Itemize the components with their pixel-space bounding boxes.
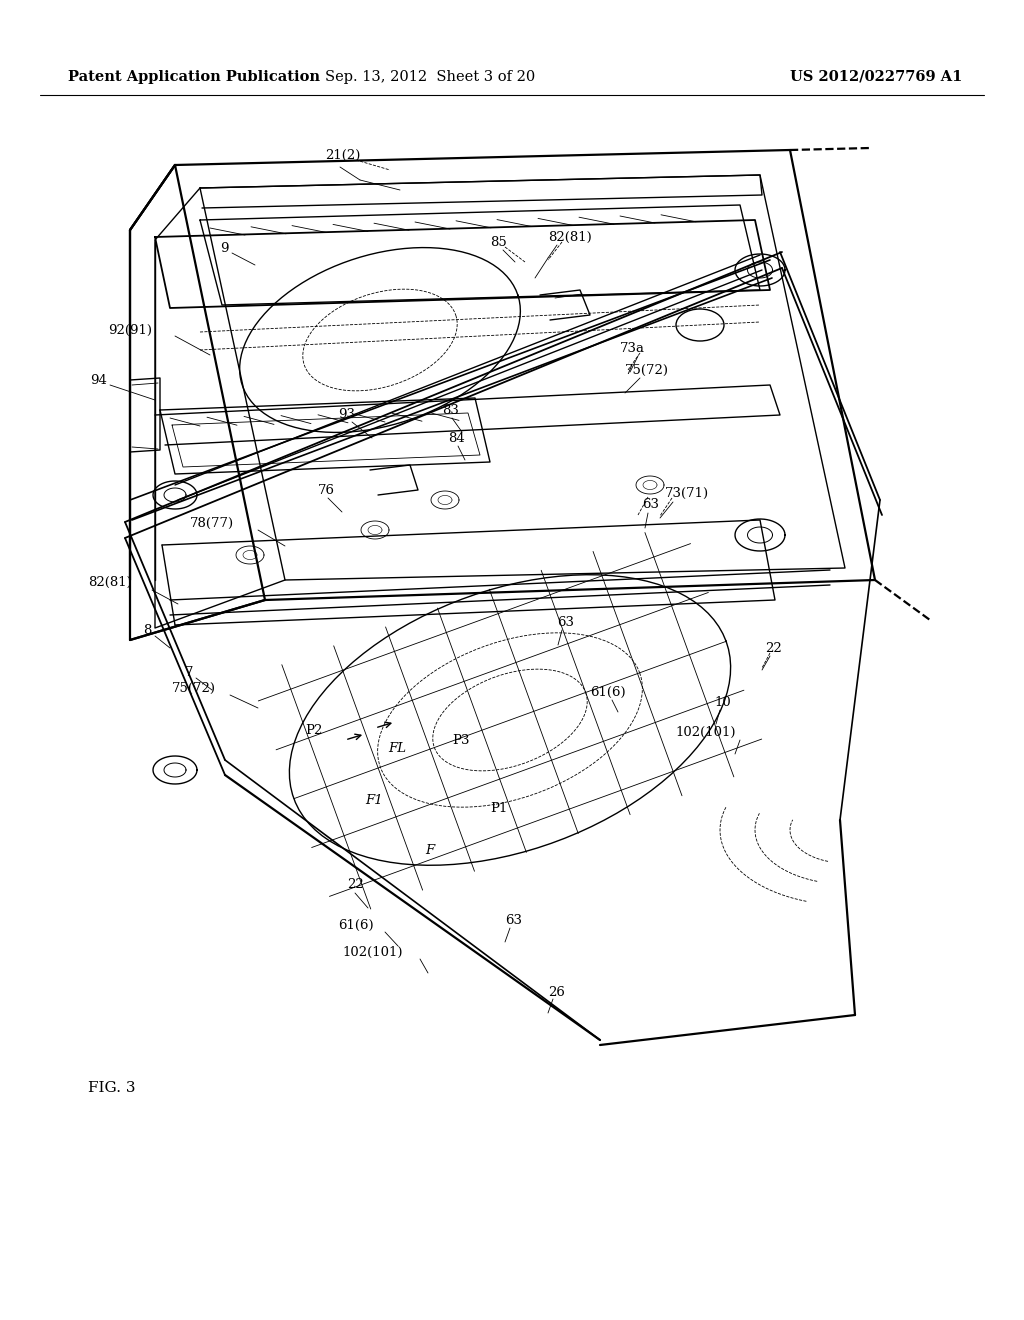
- Text: FIG. 3: FIG. 3: [88, 1081, 135, 1096]
- Text: 63: 63: [557, 615, 574, 628]
- Text: 26: 26: [548, 986, 565, 998]
- Text: 83: 83: [442, 404, 459, 417]
- Text: 76: 76: [318, 483, 335, 496]
- Text: 75(72): 75(72): [172, 681, 216, 694]
- Text: 21(2): 21(2): [325, 149, 360, 161]
- Text: 63: 63: [505, 913, 522, 927]
- Text: FL: FL: [388, 742, 406, 755]
- Text: 22: 22: [765, 642, 781, 655]
- Text: F1: F1: [365, 793, 383, 807]
- Text: 61(6): 61(6): [338, 919, 374, 932]
- Text: 61(6): 61(6): [590, 685, 626, 698]
- Text: F: F: [425, 843, 434, 857]
- Text: 73(71): 73(71): [665, 487, 710, 499]
- Text: 84: 84: [449, 432, 465, 445]
- Text: 73a: 73a: [620, 342, 645, 355]
- Text: 85: 85: [490, 235, 507, 248]
- Text: Patent Application Publication: Patent Application Publication: [68, 70, 319, 84]
- Text: 7: 7: [185, 665, 194, 678]
- Text: 102(101): 102(101): [675, 726, 735, 738]
- Text: 82(81): 82(81): [88, 576, 132, 589]
- Text: Sep. 13, 2012  Sheet 3 of 20: Sep. 13, 2012 Sheet 3 of 20: [325, 70, 536, 84]
- Text: 92(91): 92(91): [108, 323, 152, 337]
- Text: 93: 93: [338, 408, 355, 421]
- Text: 8: 8: [143, 623, 152, 636]
- Text: 82(81): 82(81): [548, 231, 592, 243]
- Text: 75(72): 75(72): [625, 363, 669, 376]
- Text: 63: 63: [642, 499, 659, 511]
- Text: 10: 10: [714, 696, 731, 709]
- Text: P1: P1: [490, 801, 507, 814]
- Text: 94: 94: [90, 374, 106, 387]
- Text: 9: 9: [220, 242, 228, 255]
- Text: US 2012/0227769 A1: US 2012/0227769 A1: [790, 70, 963, 84]
- Text: 102(101): 102(101): [342, 945, 402, 958]
- Text: 22: 22: [347, 879, 364, 891]
- Text: P2: P2: [305, 723, 323, 737]
- Text: 78(77): 78(77): [190, 516, 234, 529]
- Text: P3: P3: [452, 734, 469, 747]
